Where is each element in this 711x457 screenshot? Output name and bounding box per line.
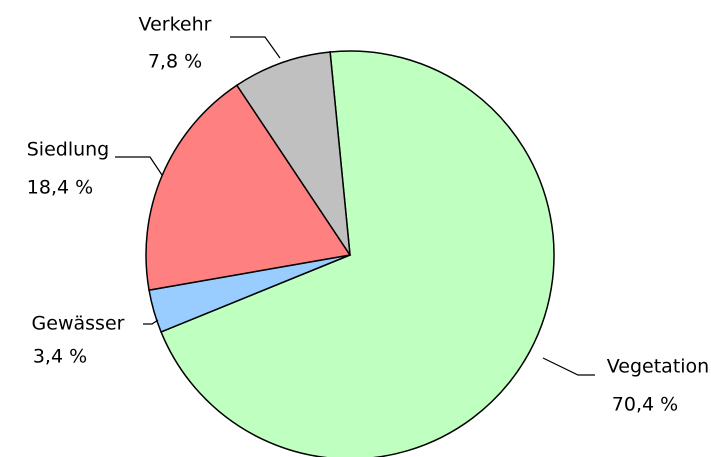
leader-line: [542, 357, 595, 376]
pie-slice: [145, 84, 352, 292]
pie-slice: [160, 50, 555, 457]
pie-slice: [235, 51, 351, 256]
value-label: 3,4 %: [33, 346, 87, 368]
leader-line: [115, 156, 163, 176]
value-label: 7,8 %: [148, 51, 202, 73]
leader-line: [230, 36, 281, 59]
slice-label: Verkehr: [139, 14, 212, 36]
slice-label: Siedlung: [27, 139, 110, 161]
leader-line: [143, 319, 159, 325]
slice-label: Gewässer: [32, 313, 125, 335]
value-label: 70,4 %: [612, 394, 678, 416]
value-label: 18,4 %: [27, 177, 93, 199]
slice-label: Vegetation: [607, 356, 709, 378]
